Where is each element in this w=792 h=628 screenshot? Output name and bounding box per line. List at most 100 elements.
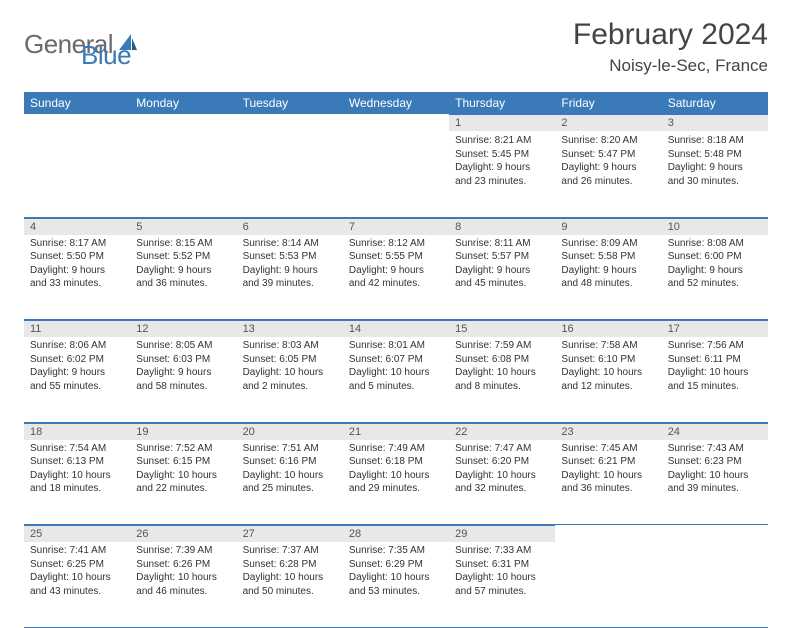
sunrise-line: Sunrise: 7:41 AM bbox=[30, 545, 106, 556]
day-cell-body: Sunrise: 7:39 AMSunset: 6:26 PMDaylight:… bbox=[130, 542, 236, 627]
day-text: Sunrise: 7:56 AMSunset: 6:11 PMDaylight:… bbox=[662, 337, 768, 397]
day-cell-body: Sunrise: 8:08 AMSunset: 6:00 PMDaylight:… bbox=[662, 235, 768, 320]
day-cell-header: 20 bbox=[237, 422, 343, 440]
day-cell-header bbox=[130, 114, 236, 132]
day-text: Sunrise: 8:21 AMSunset: 5:45 PMDaylight:… bbox=[449, 132, 555, 192]
day-cell-body: Sunrise: 7:43 AMSunset: 6:23 PMDaylight:… bbox=[662, 440, 768, 525]
day-cell-body bbox=[343, 132, 449, 217]
day-cell-body: Sunrise: 7:49 AMSunset: 6:18 PMDaylight:… bbox=[343, 440, 449, 525]
sunrise-line: Sunrise: 8:17 AM bbox=[30, 238, 106, 249]
day-cell-body: Sunrise: 7:54 AMSunset: 6:13 PMDaylight:… bbox=[24, 440, 130, 525]
daylight-line: Daylight: 9 hours and 30 minutes. bbox=[668, 162, 743, 187]
day-cell-header: 23 bbox=[555, 422, 661, 440]
day-cell-header: 12 bbox=[130, 320, 236, 338]
daylight-line: Daylight: 10 hours and 8 minutes. bbox=[455, 367, 536, 392]
day-text: Sunrise: 8:03 AMSunset: 6:05 PMDaylight:… bbox=[237, 337, 343, 397]
daylight-line: Daylight: 10 hours and 25 minutes. bbox=[243, 470, 324, 495]
daylight-line: Daylight: 10 hours and 2 minutes. bbox=[243, 367, 324, 392]
day-text: Sunrise: 7:39 AMSunset: 6:26 PMDaylight:… bbox=[130, 542, 236, 602]
day-number: 1 bbox=[449, 114, 555, 131]
sunrise-line: Sunrise: 7:49 AM bbox=[349, 443, 425, 454]
day-cell-header bbox=[237, 114, 343, 132]
day-cell-header: 24 bbox=[662, 422, 768, 440]
daylight-line: Daylight: 10 hours and 32 minutes. bbox=[455, 470, 536, 495]
day-text: Sunrise: 8:18 AMSunset: 5:48 PMDaylight:… bbox=[662, 132, 768, 192]
sunset-line: Sunset: 6:11 PM bbox=[668, 354, 741, 365]
sunset-line: Sunset: 6:21 PM bbox=[561, 456, 635, 467]
day-cell-body: Sunrise: 7:33 AMSunset: 6:31 PMDaylight:… bbox=[449, 542, 555, 627]
day-cell-body: Sunrise: 7:51 AM Sunset: 6:16 PM Daylight:… bbox=[237, 440, 343, 525]
day-text: Sunrise: 8:15 AMSunset: 5:52 PMDaylight:… bbox=[130, 235, 236, 295]
sunrise-line: Sunrise: 7:45 AM bbox=[561, 443, 637, 454]
day-cell-header: 14 bbox=[343, 320, 449, 338]
day-number: 26 bbox=[130, 525, 236, 542]
sunrise-line: Sunrise: 8:21 AM bbox=[455, 135, 531, 146]
day-cell-body: Sunrise: 8:05 AMSunset: 6:03 PMDaylight:… bbox=[130, 337, 236, 422]
sunset-line: Sunset: 6:10 PM bbox=[561, 354, 635, 365]
sunrise-line: Sunrise: 8:14 AM bbox=[243, 238, 319, 249]
daytext-row: Sunrise: 8:21 AMSunset: 5:45 PMDaylight:… bbox=[24, 132, 768, 217]
daylight-line: Daylight: 9 hours and 33 minutes. bbox=[30, 265, 105, 290]
day-number: 5 bbox=[130, 218, 236, 235]
day-number: 12 bbox=[130, 320, 236, 337]
day-cell-header: 22 bbox=[449, 422, 555, 440]
day-text: Sunrise: 8:17 AM Sunset: 5:50 PM Daylight:… bbox=[24, 235, 130, 295]
sunrise-line: Sunrise: 8:06 AM bbox=[30, 340, 106, 351]
day-text: Sunrise: 8:12 AMSunset: 5:55 PMDaylight:… bbox=[343, 235, 449, 295]
daylight-line: Daylight: 9 hours and 26 minutes. bbox=[561, 162, 636, 187]
day-cell-header bbox=[343, 114, 449, 132]
day-text: Sunrise: 7:47 AMSunset: 6:20 PMDaylight:… bbox=[449, 440, 555, 500]
day-text: Sunrise: 7:37 AMSunset: 6:28 PMDaylight:… bbox=[237, 542, 343, 602]
weekday-header: Friday bbox=[555, 92, 661, 114]
day-cell-header: 13 bbox=[237, 320, 343, 338]
sunrise-line: Sunrise: 7:58 AM bbox=[561, 340, 637, 351]
sunrise-line: Sunrise: 8:12 AM bbox=[349, 238, 425, 249]
sunrise-line: Sunrise: 7:54 AM bbox=[30, 443, 106, 454]
day-cell-body: Sunrise: 7:58 AMSunset: 6:10 PMDaylight:… bbox=[555, 337, 661, 422]
sunrise-line: Sunrise: 7:51 AM bbox=[243, 443, 319, 454]
empty-day-header bbox=[24, 114, 130, 132]
sunrise-line: Sunrise: 8:11 AM bbox=[455, 238, 530, 249]
sunset-line: Sunset: 6:16 PM bbox=[243, 456, 317, 467]
sunset-line: Sunset: 6:23 PM bbox=[668, 456, 742, 467]
day-cell-body: Sunrise: 8:17 AM Sunset: 5:50 PM Daylight:… bbox=[24, 235, 130, 320]
day-cell-header: 11 bbox=[24, 320, 130, 338]
weekday-header: Monday bbox=[130, 92, 236, 114]
month-title: February 2024 bbox=[573, 18, 768, 52]
daynum-row: 123 bbox=[24, 114, 768, 132]
weekday-header: Thursday bbox=[449, 92, 555, 114]
daylight-line: Daylight: 9 hours and 48 minutes. bbox=[561, 265, 636, 290]
day-text: Sunrise: 7:45 AM Sunset: 6:21 PM Daylight:… bbox=[555, 440, 661, 500]
day-cell-header: 28 bbox=[343, 525, 449, 543]
sunset-line: Sunset: 5:50 PM bbox=[30, 251, 104, 262]
daytext-row: Sunrise: 8:06 AMSunset: 6:02 PMDaylight:… bbox=[24, 337, 768, 422]
day-cell-body: Sunrise: 8:14 AMSunset: 5:53 PMDaylight:… bbox=[237, 235, 343, 320]
day-text: Sunrise: 8:14 AMSunset: 5:53 PMDaylight:… bbox=[237, 235, 343, 295]
day-text: Sunrise: 8:08 AMSunset: 6:00 PMDaylight:… bbox=[662, 235, 768, 295]
empty-day-header bbox=[237, 114, 343, 132]
daynum-row: 45678910 bbox=[24, 217, 768, 235]
calendar-body: 123Sunrise: 8:21 AMSunset: 5:45 PMDaylig… bbox=[24, 114, 768, 627]
day-cell-body: Sunrise: 8:12 AMSunset: 5:55 PMDaylight:… bbox=[343, 235, 449, 320]
day-text: Sunrise: 8:06 AMSunset: 6:02 PMDaylight:… bbox=[24, 337, 130, 397]
day-cell-header: 10 bbox=[662, 217, 768, 235]
daylight-line: Daylight: 10 hours and 53 minutes. bbox=[349, 572, 430, 597]
day-cell-header: 9 bbox=[555, 217, 661, 235]
day-cell-body: Sunrise: 8:18 AMSunset: 5:48 PMDaylight:… bbox=[662, 132, 768, 217]
sunset-line: Sunset: 5:53 PM bbox=[243, 251, 317, 262]
day-text: Sunrise: 7:35 AMSunset: 6:29 PMDaylight:… bbox=[343, 542, 449, 602]
weekday-header-row: Sunday Monday Tuesday Wednesday Thursday… bbox=[24, 92, 768, 114]
weekday-header: Saturday bbox=[662, 92, 768, 114]
location: Noisy-le-Sec, France bbox=[573, 56, 768, 76]
day-cell-header bbox=[24, 114, 130, 132]
day-cell-header: 17 bbox=[662, 320, 768, 338]
daylight-line: Daylight: 10 hours and 36 minutes. bbox=[561, 470, 642, 495]
day-number: 17 bbox=[662, 320, 768, 337]
day-number: 16 bbox=[555, 320, 661, 337]
day-number: 21 bbox=[343, 423, 449, 440]
daylight-line: Daylight: 10 hours and 15 minutes. bbox=[668, 367, 749, 392]
day-cell-body: Sunrise: 7:35 AMSunset: 6:29 PMDaylight:… bbox=[343, 542, 449, 627]
day-number: 24 bbox=[662, 423, 768, 440]
sunset-line: Sunset: 5:57 PM bbox=[455, 251, 529, 262]
day-cell-body: Sunrise: 8:01 AMSunset: 6:07 PMDaylight:… bbox=[343, 337, 449, 422]
